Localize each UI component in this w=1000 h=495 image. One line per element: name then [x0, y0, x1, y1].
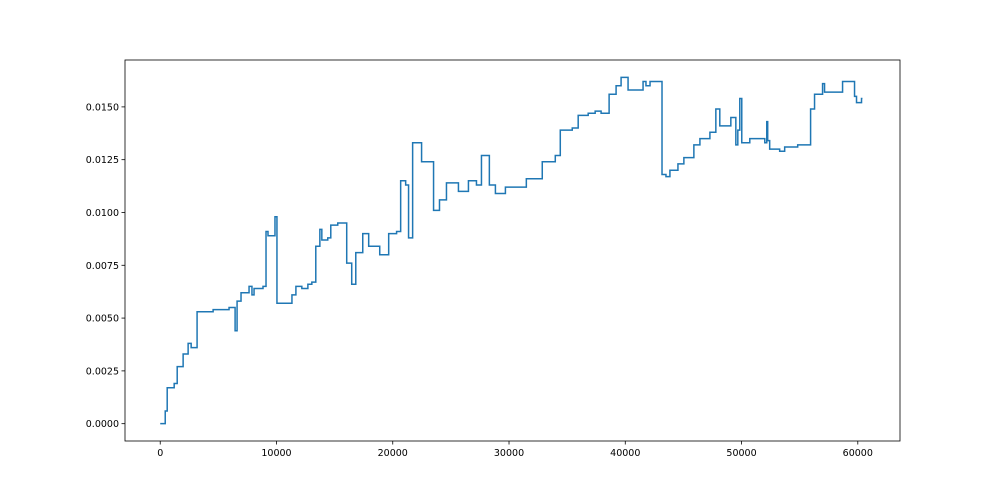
y-tick-label: 0.0075 [86, 261, 119, 272]
y-tick-label: 0.0125 [86, 155, 119, 166]
y-tick-label: 0.0000 [86, 419, 119, 430]
x-tick-label: 40000 [610, 448, 640, 459]
x-tick-label: 30000 [494, 448, 524, 459]
y-tick-label: 0.0150 [86, 102, 119, 113]
data-line [160, 76, 863, 425]
y-tick-label: 0.0050 [86, 314, 119, 325]
x-tick-label: 20000 [378, 448, 408, 459]
y-tick-label: 0.0025 [86, 366, 119, 377]
x-tick-label: 0 [157, 448, 163, 459]
y-tick-label: 0.0100 [86, 208, 119, 219]
axes-frame [124, 59, 901, 442]
x-tick-label: 50000 [726, 448, 756, 459]
x-tick-label: 10000 [261, 448, 291, 459]
x-tick-label: 60000 [843, 448, 873, 459]
